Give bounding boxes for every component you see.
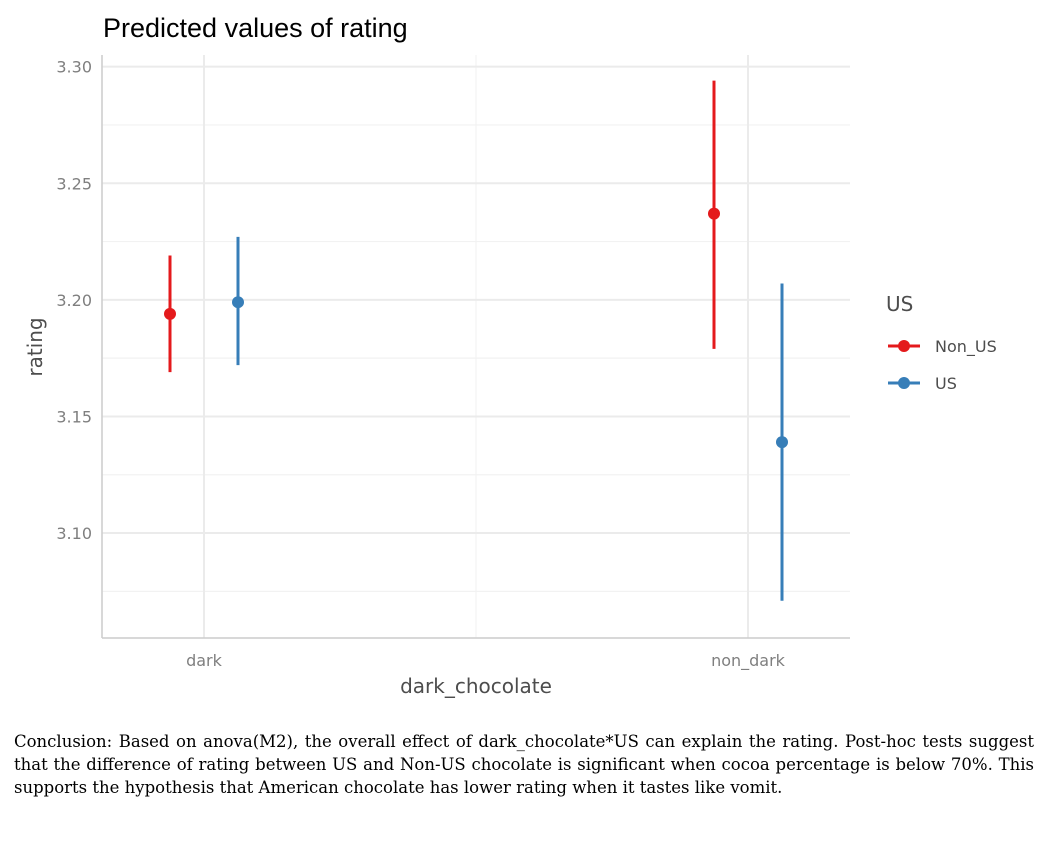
legend-point-us bbox=[898, 377, 910, 389]
x-axis-title: dark_chocolate bbox=[400, 674, 552, 698]
predicted-values-chart: Predicted values of rating 3.103.153.203… bbox=[23, 13, 997, 698]
data-marks bbox=[164, 80, 788, 601]
y-tick-label: 3.15 bbox=[56, 407, 92, 426]
axes bbox=[101, 55, 850, 639]
y-tick-label: 3.20 bbox=[56, 291, 92, 310]
legend-point-non_us bbox=[898, 340, 910, 352]
grid-minor bbox=[102, 55, 850, 638]
y-tick-label: 3.25 bbox=[56, 174, 92, 193]
legend-label-non_us: Non_US bbox=[935, 337, 997, 357]
y-tick-label: 3.30 bbox=[56, 58, 92, 77]
legend: US Non_US US bbox=[886, 292, 997, 393]
chart-title: Predicted values of rating bbox=[103, 13, 408, 43]
x-tick-label: non_dark bbox=[711, 651, 786, 671]
legend-title: US bbox=[886, 292, 913, 316]
point-us-non_dark bbox=[776, 436, 788, 449]
y-axis-title: rating bbox=[23, 317, 47, 376]
point-non_us-non_dark bbox=[708, 207, 720, 220]
legend-items: Non_US US bbox=[888, 337, 997, 393]
point-us-dark bbox=[232, 296, 244, 309]
point-non_us-dark bbox=[164, 307, 176, 320]
grid-major bbox=[102, 55, 850, 638]
y-tick-label: 3.10 bbox=[56, 524, 92, 543]
conclusion-text: Conclusion: Based on anova(M2), the over… bbox=[14, 732, 1034, 797]
x-tick-label: dark bbox=[186, 651, 223, 670]
legend-label-us: US bbox=[935, 374, 957, 393]
x-tick-labels: dark non_dark bbox=[186, 651, 786, 671]
y-tick-labels: 3.10 3.15 3.20 3.25 3.30 bbox=[56, 58, 92, 543]
